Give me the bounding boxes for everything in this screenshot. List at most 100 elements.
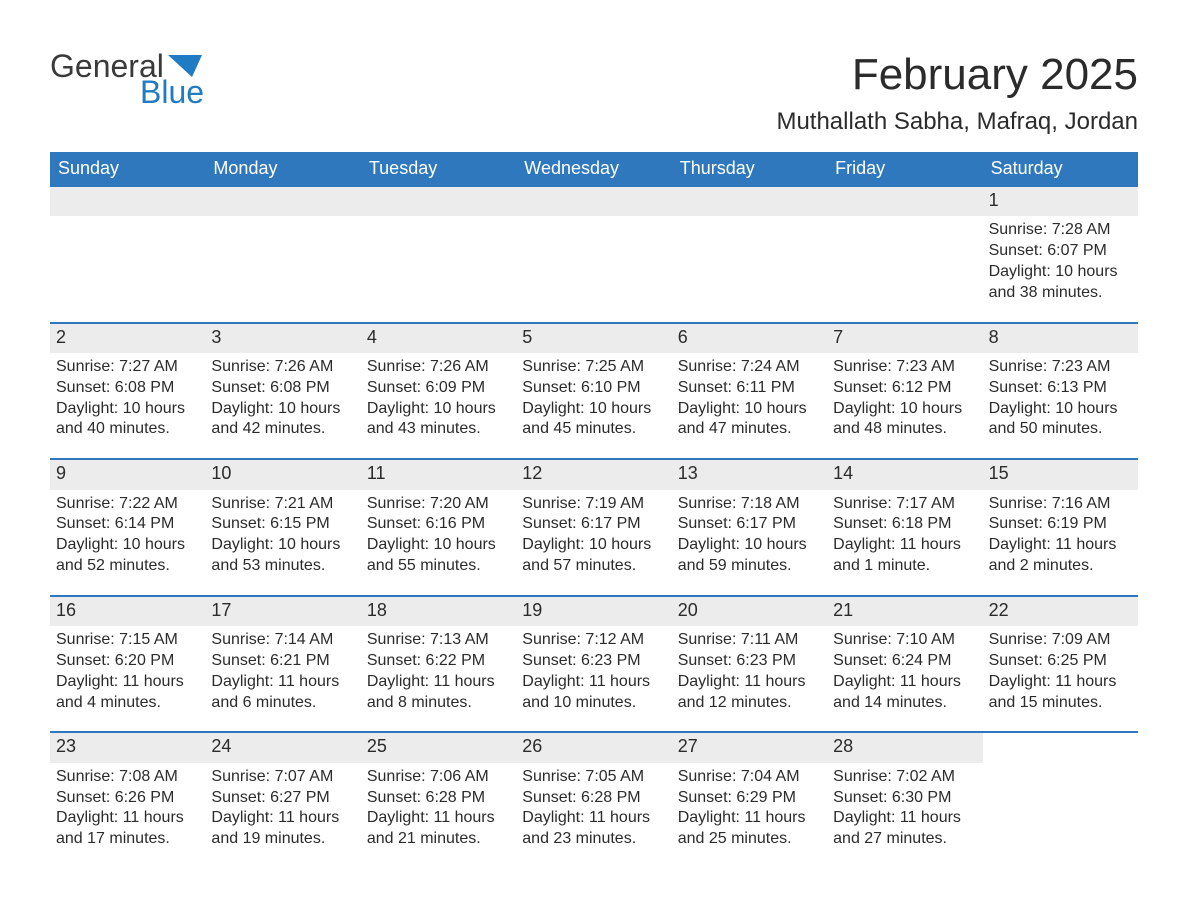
day-cell: 23Sunrise: 7:08 AMSunset: 6:26 PMDayligh… bbox=[50, 733, 205, 868]
weeks-container: 1Sunrise: 7:28 AMSunset: 6:07 PMDaylight… bbox=[50, 187, 1138, 868]
sunrise-text: Sunrise: 7:28 AM bbox=[989, 220, 1132, 241]
daylight-text: and 23 minutes. bbox=[522, 829, 665, 850]
day-cell: 20Sunrise: 7:11 AMSunset: 6:23 PMDayligh… bbox=[672, 597, 827, 732]
day-number: 23 bbox=[50, 733, 205, 762]
sunrise-text: Sunrise: 7:12 AM bbox=[522, 630, 665, 651]
day-number: 10 bbox=[205, 460, 360, 489]
empty-cell bbox=[50, 187, 205, 322]
daylight-text: Daylight: 11 hours bbox=[56, 808, 199, 829]
daylight-text: and 25 minutes. bbox=[678, 829, 821, 850]
day-number: 17 bbox=[205, 597, 360, 626]
daylight-text: Daylight: 10 hours bbox=[211, 535, 354, 556]
daylight-text: and 40 minutes. bbox=[56, 419, 199, 440]
sunrise-text: Sunrise: 7:05 AM bbox=[522, 767, 665, 788]
day-number: 25 bbox=[361, 733, 516, 762]
sunrise-text: Sunrise: 7:26 AM bbox=[211, 357, 354, 378]
day-number: 14 bbox=[827, 460, 982, 489]
day-cell: 6Sunrise: 7:24 AMSunset: 6:11 PMDaylight… bbox=[672, 324, 827, 459]
sunrise-text: Sunrise: 7:04 AM bbox=[678, 767, 821, 788]
sunset-text: Sunset: 6:28 PM bbox=[522, 788, 665, 809]
sunrise-text: Sunrise: 7:27 AM bbox=[56, 357, 199, 378]
day-cell: 8Sunrise: 7:23 AMSunset: 6:13 PMDaylight… bbox=[983, 324, 1138, 459]
day-number: 2 bbox=[50, 324, 205, 353]
sunset-text: Sunset: 6:14 PM bbox=[56, 514, 199, 535]
daylight-text: and 50 minutes. bbox=[989, 419, 1132, 440]
daylight-text: Daylight: 11 hours bbox=[833, 535, 976, 556]
daylight-text: Daylight: 10 hours bbox=[989, 262, 1132, 283]
day-headers-row: Sunday Monday Tuesday Wednesday Thursday… bbox=[50, 152, 1138, 187]
day-number: 22 bbox=[983, 597, 1138, 626]
sunrise-text: Sunrise: 7:24 AM bbox=[678, 357, 821, 378]
daylight-text: and 21 minutes. bbox=[367, 829, 510, 850]
sunset-text: Sunset: 6:22 PM bbox=[367, 651, 510, 672]
daylight-text: Daylight: 11 hours bbox=[367, 808, 510, 829]
day-number bbox=[672, 187, 827, 216]
daylight-text: and 59 minutes. bbox=[678, 556, 821, 577]
day-cell: 19Sunrise: 7:12 AMSunset: 6:23 PMDayligh… bbox=[516, 597, 671, 732]
day-cell: 13Sunrise: 7:18 AMSunset: 6:17 PMDayligh… bbox=[672, 460, 827, 595]
daylight-text: Daylight: 10 hours bbox=[522, 535, 665, 556]
day-cell: 27Sunrise: 7:04 AMSunset: 6:29 PMDayligh… bbox=[672, 733, 827, 868]
daylight-text: and 45 minutes. bbox=[522, 419, 665, 440]
sunset-text: Sunset: 6:19 PM bbox=[989, 514, 1132, 535]
daylight-text: and 43 minutes. bbox=[367, 419, 510, 440]
daylight-text: Daylight: 11 hours bbox=[833, 672, 976, 693]
day-cell: 18Sunrise: 7:13 AMSunset: 6:22 PMDayligh… bbox=[361, 597, 516, 732]
day-number: 15 bbox=[983, 460, 1138, 489]
day-number: 7 bbox=[827, 324, 982, 353]
day-cell: 12Sunrise: 7:19 AMSunset: 6:17 PMDayligh… bbox=[516, 460, 671, 595]
day-number: 9 bbox=[50, 460, 205, 489]
daylight-text: Daylight: 11 hours bbox=[211, 672, 354, 693]
daylight-text: Daylight: 11 hours bbox=[56, 672, 199, 693]
day-cell: 15Sunrise: 7:16 AMSunset: 6:19 PMDayligh… bbox=[983, 460, 1138, 595]
sunset-text: Sunset: 6:30 PM bbox=[833, 788, 976, 809]
sunrise-text: Sunrise: 7:08 AM bbox=[56, 767, 199, 788]
day-number: 20 bbox=[672, 597, 827, 626]
daylight-text: and 57 minutes. bbox=[522, 556, 665, 577]
sunset-text: Sunset: 6:11 PM bbox=[678, 378, 821, 399]
empty-cell bbox=[983, 733, 1138, 868]
empty-cell bbox=[827, 187, 982, 322]
sunrise-text: Sunrise: 7:21 AM bbox=[211, 494, 354, 515]
daylight-text: Daylight: 10 hours bbox=[989, 399, 1132, 420]
day-cell: 22Sunrise: 7:09 AMSunset: 6:25 PMDayligh… bbox=[983, 597, 1138, 732]
day-number: 19 bbox=[516, 597, 671, 626]
header: General Blue February 2025 Muthallath Sa… bbox=[50, 50, 1138, 136]
day-number: 24 bbox=[205, 733, 360, 762]
daylight-text: Daylight: 11 hours bbox=[833, 808, 976, 829]
week-row: 2Sunrise: 7:27 AMSunset: 6:08 PMDaylight… bbox=[50, 322, 1138, 459]
sunset-text: Sunset: 6:10 PM bbox=[522, 378, 665, 399]
day-cell: 14 Sunrise: 7:17 AMSunset: 6:18 PMDayligh… bbox=[827, 460, 982, 595]
daylight-text: Daylight: 10 hours bbox=[522, 399, 665, 420]
logo: General Blue bbox=[50, 50, 204, 108]
daylight-text: Daylight: 11 hours bbox=[989, 535, 1132, 556]
empty-cell bbox=[672, 187, 827, 322]
sunrise-text: Sunrise: 7:23 AM bbox=[989, 357, 1132, 378]
location-text: Muthallath Sabha, Mafraq, Jordan bbox=[776, 108, 1138, 136]
daylight-text: Daylight: 11 hours bbox=[678, 808, 821, 829]
day-cell: 11Sunrise: 7:20 AMSunset: 6:16 PMDayligh… bbox=[361, 460, 516, 595]
sunrise-text: Sunrise: 7:13 AM bbox=[367, 630, 510, 651]
daylight-text: Daylight: 11 hours bbox=[989, 672, 1132, 693]
week-row: 16Sunrise: 7:15 AMSunset: 6:20 PMDayligh… bbox=[50, 595, 1138, 732]
daylight-text: Daylight: 11 hours bbox=[678, 672, 821, 693]
empty-cell bbox=[205, 187, 360, 322]
day-number bbox=[516, 187, 671, 216]
sunrise-text: Sunrise: 7:17 AM bbox=[833, 494, 976, 515]
day-number: 1 bbox=[983, 187, 1138, 216]
sunset-text: Sunset: 6:18 PM bbox=[833, 514, 976, 535]
day-number: 21 bbox=[827, 597, 982, 626]
day-cell: 16Sunrise: 7:15 AMSunset: 6:20 PMDayligh… bbox=[50, 597, 205, 732]
sunset-text: Sunset: 6:08 PM bbox=[211, 378, 354, 399]
sunset-text: Sunset: 6:17 PM bbox=[678, 514, 821, 535]
daylight-text: and 8 minutes. bbox=[367, 693, 510, 714]
sunset-text: Sunset: 6:25 PM bbox=[989, 651, 1132, 672]
day-cell: 7Sunrise: 7:23 AMSunset: 6:12 PMDaylight… bbox=[827, 324, 982, 459]
day-number: 3 bbox=[205, 324, 360, 353]
sunset-text: Sunset: 6:08 PM bbox=[56, 378, 199, 399]
daylight-text: and 47 minutes. bbox=[678, 419, 821, 440]
sunset-text: Sunset: 6:15 PM bbox=[211, 514, 354, 535]
sunrise-text: Sunrise: 7:15 AM bbox=[56, 630, 199, 651]
day-number: 16 bbox=[50, 597, 205, 626]
daylight-text: Daylight: 10 hours bbox=[833, 399, 976, 420]
